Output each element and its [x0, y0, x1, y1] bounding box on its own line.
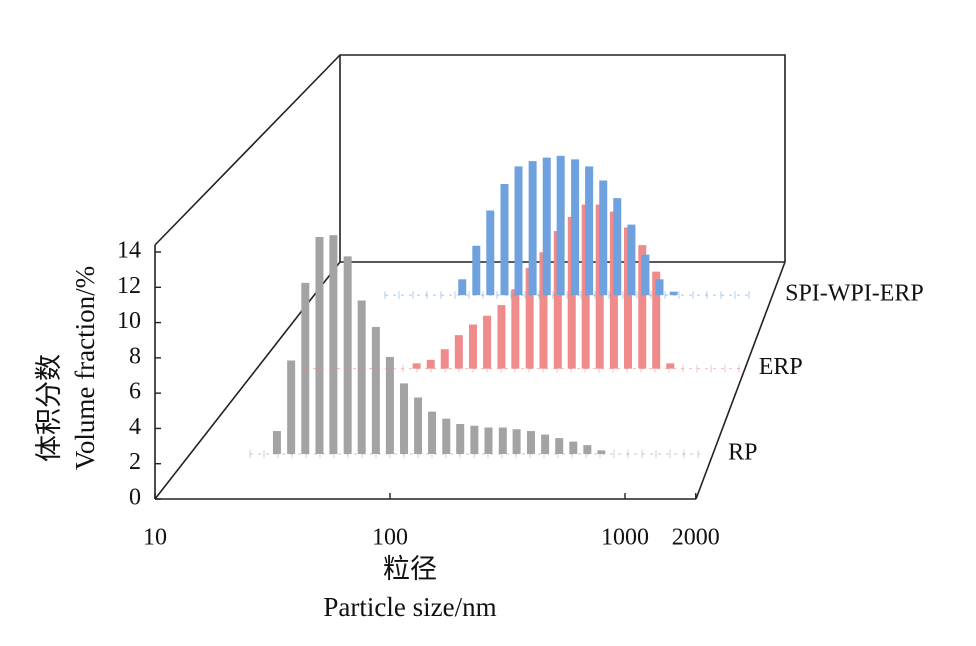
x-tick-label: 10 — [143, 525, 167, 551]
bar — [357, 300, 366, 454]
y-axis-label: 体积分数 — [34, 354, 64, 462]
bar — [468, 324, 477, 369]
y-axis-label: Volume fraction/% — [70, 266, 100, 470]
bar — [666, 363, 675, 369]
bar — [599, 180, 608, 296]
bar — [385, 356, 394, 454]
bar — [555, 438, 564, 454]
y-tick-label: 4 — [129, 414, 141, 440]
series-label: RP — [728, 439, 757, 465]
bar — [426, 359, 435, 369]
bar — [511, 289, 520, 369]
bar — [525, 268, 534, 369]
box-left-floor — [154, 261, 341, 500]
bar — [528, 161, 537, 296]
bar — [541, 434, 550, 454]
bar — [542, 157, 551, 296]
bar — [454, 335, 463, 369]
y-tick-label: 12 — [117, 273, 141, 299]
bar — [400, 383, 409, 454]
frame — [154, 54, 786, 500]
bar — [440, 349, 449, 369]
bar — [472, 245, 481, 296]
bar — [512, 429, 521, 454]
bar — [414, 397, 423, 454]
bar — [652, 271, 661, 369]
bar — [500, 184, 509, 296]
y-tick-label: 10 — [117, 308, 141, 334]
bar — [442, 418, 451, 454]
bar — [623, 227, 632, 369]
y-tick-label: 8 — [129, 343, 141, 369]
x-axis-label: Particle size/nm — [323, 592, 496, 622]
bar — [655, 279, 664, 296]
bar — [641, 254, 650, 296]
bar — [638, 245, 647, 369]
y-tick-label: 14 — [117, 238, 141, 264]
x-axis-label: 粒径 — [383, 554, 437, 584]
bar — [371, 326, 380, 454]
y-tick-label: 6 — [129, 379, 141, 405]
bar — [428, 411, 437, 454]
y-tick-label: 2 — [129, 449, 141, 475]
series-label: ERP — [759, 354, 803, 380]
bar — [272, 431, 281, 454]
bar — [571, 159, 580, 296]
bar — [343, 256, 352, 454]
bar — [498, 427, 507, 454]
bar — [412, 363, 421, 369]
x-tick-label: 2000 — [672, 525, 720, 551]
bar — [539, 252, 548, 369]
series-label: SPI-WPI-ERP — [785, 281, 924, 307]
bar — [456, 423, 465, 454]
bar — [470, 425, 479, 454]
bar — [556, 155, 565, 296]
bar — [553, 231, 562, 369]
bar — [483, 315, 492, 369]
bar — [329, 235, 338, 454]
box-top — [154, 54, 786, 262]
bar — [315, 236, 324, 454]
bar — [669, 291, 678, 296]
bar — [486, 210, 495, 296]
bar — [597, 450, 606, 454]
bar — [526, 431, 535, 454]
x-tick-label: 1000 — [601, 525, 649, 551]
bar — [514, 166, 523, 296]
bar — [287, 360, 296, 454]
bar — [585, 166, 594, 296]
x-tick-label: 100 — [372, 525, 408, 551]
bar — [484, 427, 493, 454]
box-right-floor — [695, 261, 786, 500]
bar — [613, 198, 622, 296]
bar — [497, 305, 506, 369]
bar — [458, 279, 467, 296]
bar — [583, 445, 592, 454]
bar — [627, 224, 636, 296]
bar — [569, 441, 578, 454]
y-tick-label: 0 — [129, 485, 141, 511]
